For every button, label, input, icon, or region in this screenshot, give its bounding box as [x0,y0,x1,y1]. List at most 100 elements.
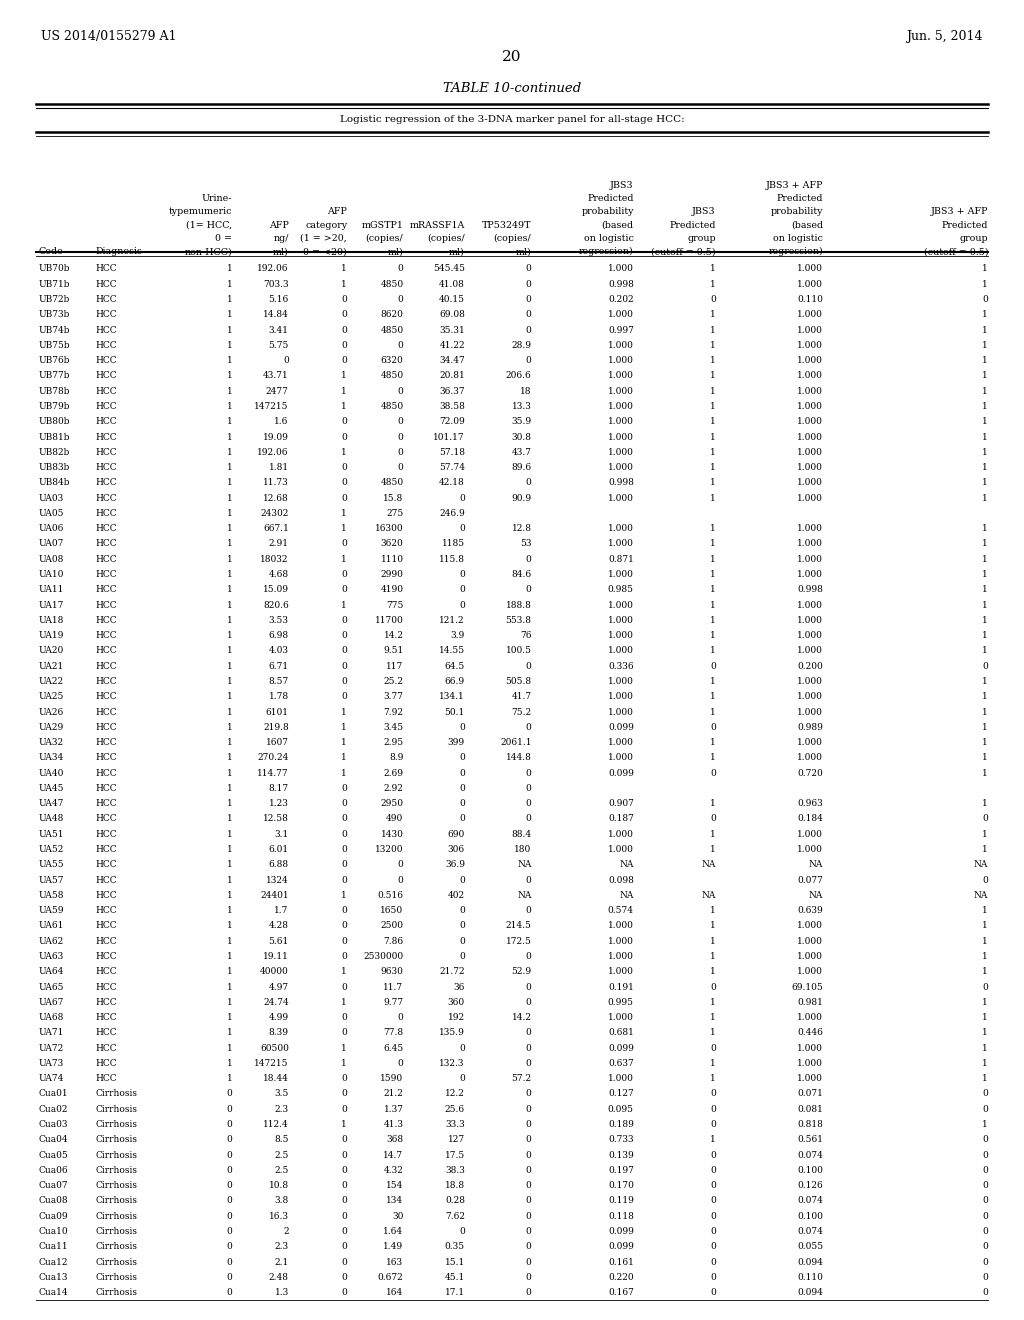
Text: 164: 164 [386,1288,403,1298]
Text: 0.818: 0.818 [798,1119,823,1129]
Text: Predicted: Predicted [777,194,823,203]
Text: 368: 368 [386,1135,403,1144]
Text: 1.000: 1.000 [798,447,823,457]
Text: UA34: UA34 [39,754,65,763]
Text: HCC: HCC [95,998,117,1007]
Text: 1.000: 1.000 [798,417,823,426]
Text: 1: 1 [982,417,988,426]
Text: 1: 1 [341,387,347,396]
Text: UB72b: UB72b [39,296,71,304]
Text: 192.06: 192.06 [257,447,289,457]
Text: UA61: UA61 [39,921,65,931]
Text: 4.97: 4.97 [268,982,289,991]
Text: 0: 0 [525,952,531,961]
Text: 0: 0 [397,463,403,473]
Text: 1: 1 [982,326,988,334]
Text: 0: 0 [341,341,347,350]
Text: 1: 1 [226,1028,232,1038]
Text: HCC: HCC [95,754,117,763]
Text: 21.72: 21.72 [439,968,465,977]
Text: 0.119: 0.119 [608,1196,634,1205]
Text: 1.000: 1.000 [798,280,823,289]
Text: 1.000: 1.000 [608,968,634,977]
Text: 1.000: 1.000 [798,403,823,411]
Text: UA32: UA32 [39,738,65,747]
Text: 53: 53 [520,540,531,549]
Text: 0: 0 [341,570,347,579]
Text: 0: 0 [459,1228,465,1236]
Text: 5.16: 5.16 [268,296,289,304]
Text: 1: 1 [226,510,232,517]
Text: 1: 1 [982,387,988,396]
Text: HCC: HCC [95,692,117,701]
Text: 1.000: 1.000 [798,264,823,273]
Text: 3.5: 3.5 [274,1089,289,1098]
Text: 0: 0 [982,1212,988,1221]
Text: 0.074: 0.074 [798,1228,823,1236]
Text: 1.000: 1.000 [798,937,823,945]
Text: 0: 0 [459,875,465,884]
Text: 1.000: 1.000 [798,463,823,473]
Text: HCC: HCC [95,968,117,977]
Text: 13.3: 13.3 [512,403,531,411]
Text: 1: 1 [710,998,716,1007]
Text: 0: 0 [982,296,988,304]
Text: 1: 1 [226,585,232,594]
Text: 0.989: 0.989 [798,723,823,731]
Text: 0: 0 [341,830,347,838]
Text: 1.000: 1.000 [798,616,823,624]
Text: HCC: HCC [95,937,117,945]
Text: 1.000: 1.000 [798,326,823,334]
Text: 0.200: 0.200 [798,661,823,671]
Text: 1.000: 1.000 [608,371,634,380]
Text: HCC: HCC [95,1044,117,1052]
Text: UB81b: UB81b [39,433,71,442]
Text: 1.000: 1.000 [798,540,823,549]
Text: 4850: 4850 [380,280,403,289]
Text: 1: 1 [341,371,347,380]
Text: ml): ml) [449,247,465,256]
Text: 1: 1 [982,524,988,533]
Text: 0: 0 [226,1181,232,1191]
Text: 1.000: 1.000 [608,524,634,533]
Text: 0.963: 0.963 [798,799,823,808]
Text: 101.17: 101.17 [433,433,465,442]
Text: Cua06: Cua06 [39,1166,69,1175]
Text: 0: 0 [341,585,347,594]
Text: 4.03: 4.03 [268,647,289,656]
Text: 1: 1 [226,447,232,457]
Text: 6.88: 6.88 [268,861,289,870]
Text: 206.6: 206.6 [506,371,531,380]
Text: 60500: 60500 [260,1044,289,1052]
Text: 1: 1 [226,768,232,777]
Text: 1: 1 [341,738,347,747]
Text: 1: 1 [982,341,988,350]
Text: 2.69: 2.69 [383,768,403,777]
Text: 1: 1 [226,891,232,900]
Text: UB80b: UB80b [39,417,71,426]
Text: 1: 1 [710,280,716,289]
Text: 0: 0 [341,692,347,701]
Text: ml): ml) [515,247,531,256]
Text: UA40: UA40 [39,768,65,777]
Text: UB77b: UB77b [39,371,71,380]
Text: HCC: HCC [95,891,117,900]
Text: 172.5: 172.5 [506,937,531,945]
Text: 17.1: 17.1 [444,1288,465,1298]
Text: 2.5: 2.5 [274,1151,289,1159]
Text: 1: 1 [226,677,232,686]
Text: UA45: UA45 [39,784,65,793]
Text: Predicted: Predicted [942,220,988,230]
Text: 0: 0 [525,998,531,1007]
Text: 0.074: 0.074 [798,1151,823,1159]
Text: 1.000: 1.000 [798,647,823,656]
Text: 192.06: 192.06 [257,264,289,273]
Text: 1: 1 [226,754,232,763]
Text: 1: 1 [982,799,988,808]
Text: 1: 1 [710,494,716,503]
Text: 18.44: 18.44 [263,1074,289,1084]
Text: 1: 1 [982,906,988,915]
Text: 0: 0 [459,784,465,793]
Text: HCC: HCC [95,310,117,319]
Text: 3.45: 3.45 [383,723,403,731]
